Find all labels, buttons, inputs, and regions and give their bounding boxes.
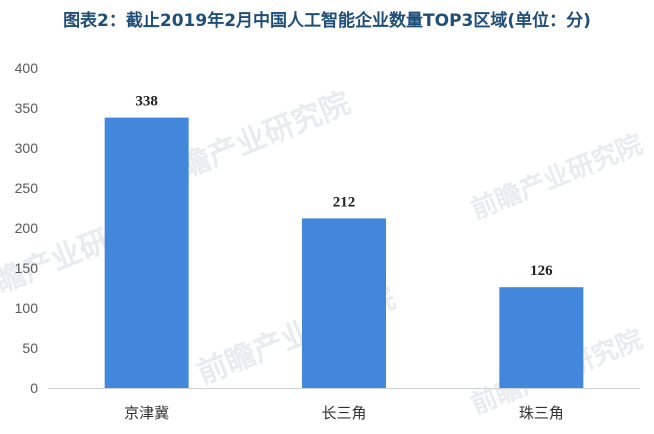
y-tick-label: 100 xyxy=(15,300,39,316)
data-label: 338 xyxy=(135,94,158,110)
y-tick-label: 50 xyxy=(22,340,38,356)
bars-layer xyxy=(104,117,584,388)
data-label: 126 xyxy=(530,263,553,279)
y-tick-label: 400 xyxy=(15,60,39,76)
bar xyxy=(302,218,386,388)
bar xyxy=(104,117,189,388)
category-label: 长三角 xyxy=(321,404,366,422)
data-label: 212 xyxy=(333,194,356,210)
category-label: 珠三角 xyxy=(519,404,564,422)
category-label: 京津冀 xyxy=(124,404,169,422)
watermark-text: 前瞻产业研究院 xyxy=(467,129,647,226)
y-tick-label: 300 xyxy=(15,140,39,156)
chart-title: 图表2：截止2019年2月中国人工智能企业数量TOP3区域(单位：分) xyxy=(63,11,591,31)
y-tick-label: 0 xyxy=(30,380,38,396)
labels-layer: 338 京津冀 212 长三角 126 珠三角 xyxy=(124,94,564,422)
bar xyxy=(499,287,584,388)
y-tick-label: 150 xyxy=(15,260,39,276)
y-tick-label: 250 xyxy=(15,180,39,196)
y-tick-label: 350 xyxy=(15,100,39,116)
y-tick-label: 200 xyxy=(15,220,39,236)
axis-layer: 0 50 100 150 200 250 300 350 400 xyxy=(15,60,640,396)
